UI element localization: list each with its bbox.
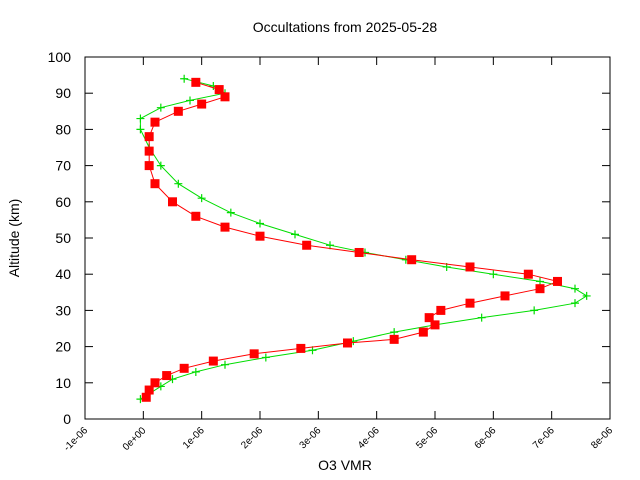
data-point	[354, 247, 364, 257]
y-tick-label: 60	[55, 194, 71, 210]
data-point	[571, 284, 579, 293]
series-green-profiles	[136, 74, 591, 404]
data-point	[249, 349, 259, 359]
data-point	[326, 241, 334, 250]
data-point	[136, 125, 145, 134]
data-point	[536, 277, 544, 286]
x-tick-label: 2e-06	[239, 425, 265, 451]
data-point	[424, 313, 434, 323]
data-point	[523, 269, 533, 279]
data-point	[343, 338, 352, 348]
x-tick-label: 1e-06	[181, 425, 207, 451]
x-tick-label: 4e-06	[356, 425, 382, 451]
x-tick-label: -1e-06	[62, 425, 91, 454]
data-point	[220, 222, 230, 232]
x-tick-label: 3e-06	[298, 425, 324, 451]
data-point	[256, 219, 264, 228]
data-point	[156, 161, 165, 170]
data-point	[144, 161, 154, 171]
data-point	[191, 367, 200, 376]
data-point	[174, 179, 183, 188]
plot-frame	[84, 56, 611, 420]
data-point	[465, 262, 475, 272]
y-tick-label: 50	[55, 230, 71, 246]
data-point	[308, 346, 317, 355]
x-axis-title: O3 VMR	[318, 457, 372, 473]
data-point	[220, 92, 230, 102]
data-point	[136, 114, 145, 123]
data-point	[418, 327, 428, 337]
data-point	[162, 371, 172, 381]
series-layer	[136, 74, 591, 404]
data-point	[150, 378, 160, 388]
data-point	[489, 270, 498, 279]
series-line	[139, 78, 588, 400]
data-point	[186, 96, 194, 105]
y-tick-label: 70	[55, 158, 71, 174]
data-point	[191, 211, 201, 221]
data-point	[430, 320, 440, 330]
data-point	[221, 360, 229, 369]
data-point	[291, 230, 299, 239]
y-tick-label: 90	[55, 85, 71, 101]
data-point	[150, 117, 160, 127]
y-axis-title: Altitude (km)	[6, 199, 22, 278]
data-point	[530, 306, 539, 315]
data-point	[197, 194, 206, 203]
data-point	[582, 291, 591, 300]
series-red-profiles	[141, 77, 562, 402]
data-point	[150, 179, 160, 189]
data-point	[302, 240, 312, 250]
x-tick-label: 5e-06	[414, 425, 440, 451]
data-point	[465, 298, 475, 308]
data-point	[168, 197, 177, 207]
data-point	[179, 363, 189, 373]
data-point	[571, 299, 579, 308]
y-tick-label: 0	[63, 411, 71, 427]
y-tick-label: 10	[55, 375, 71, 391]
data-point	[214, 85, 224, 95]
data-point	[144, 385, 154, 395]
data-point	[173, 106, 183, 116]
data-point	[407, 255, 417, 265]
chart-title: Occultations from 2025-05-28	[253, 19, 438, 35]
y-tick-label: 30	[55, 302, 71, 318]
data-point	[197, 99, 207, 109]
data-point	[144, 146, 154, 156]
data-point	[535, 284, 545, 294]
y-tick-label: 20	[55, 339, 71, 355]
data-point	[208, 356, 218, 366]
data-point	[226, 208, 235, 217]
data-point	[156, 103, 165, 112]
x-tick-label: 0e+00	[121, 425, 149, 453]
series-line	[145, 81, 560, 398]
data-point	[436, 305, 446, 315]
data-point	[553, 276, 562, 286]
data-point	[296, 343, 306, 353]
data-point	[389, 334, 399, 344]
data-point	[191, 77, 201, 87]
x-tick-label: 7e-06	[531, 425, 557, 451]
data-point	[255, 231, 265, 241]
data-point	[141, 392, 151, 402]
data-point	[261, 353, 270, 362]
y-tick-label: 40	[55, 266, 71, 282]
y-tick-label: 100	[48, 49, 72, 65]
data-point	[180, 74, 189, 83]
x-tick-label: 8e-06	[589, 425, 615, 451]
y-tick-label: 80	[55, 121, 71, 137]
data-point	[390, 328, 399, 337]
data-point	[477, 313, 486, 322]
data-point	[144, 132, 154, 142]
data-point	[500, 291, 510, 301]
y-axis: 0 10 20 30 40 50 60 70 80 90 100	[48, 49, 610, 427]
x-tick-label: 6e-06	[473, 425, 499, 451]
